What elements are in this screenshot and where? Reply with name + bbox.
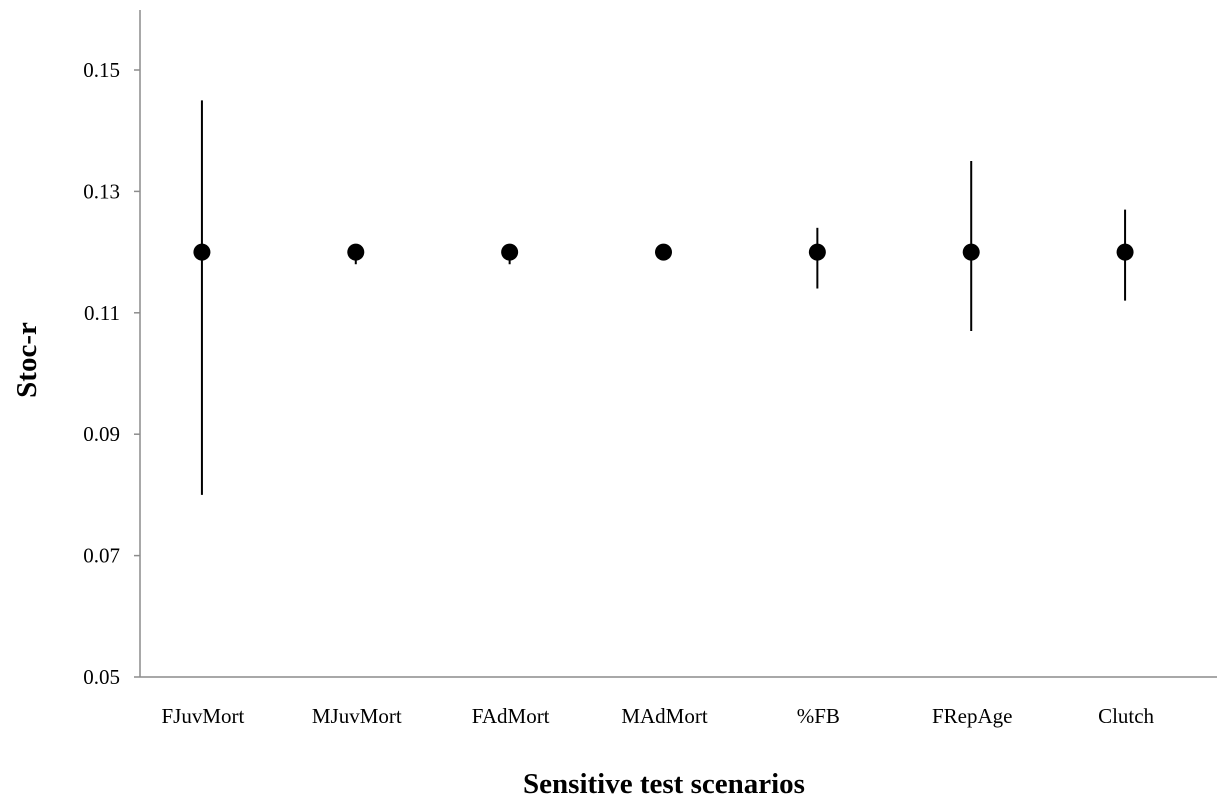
x-ticks: FJuvMort MJuvMort FAdMort MAdMort %FB FRepAge… (161, 704, 1154, 728)
y-tick-label: 0.15 (83, 58, 120, 82)
y-tick-label: 0.07 (83, 544, 120, 568)
data-point (347, 243, 365, 261)
x-tick-label: FAdMort (472, 704, 550, 728)
data-point (1116, 243, 1134, 261)
y-axis-title: Stoc-r (11, 322, 43, 398)
data-point (808, 243, 826, 261)
data-point (501, 243, 519, 261)
y-tick-label: 0.09 (83, 422, 120, 446)
y-tick-label: 0.05 (83, 665, 120, 689)
x-tick-label: %FB (797, 704, 840, 728)
data-point (193, 243, 211, 261)
data-point (655, 243, 672, 261)
y-ticks: 0.05 0.07 0.09 0.11 0.13 0.15 (83, 58, 140, 689)
x-tick-label: MAdMort (621, 704, 708, 728)
x-tick-label: FJuvMort (161, 704, 244, 728)
x-tick-label: FRepAge (932, 704, 1013, 728)
y-tick-label: 0.11 (84, 301, 120, 325)
x-tick-label: MJuvMort (312, 704, 402, 728)
data-point (962, 243, 980, 261)
x-axis-title: Sensitive test scenarios (523, 768, 805, 800)
y-tick-label: 0.13 (83, 179, 120, 203)
x-tick-label: Clutch (1098, 704, 1154, 728)
axes (139, 10, 1217, 678)
data-marks (193, 100, 1134, 495)
